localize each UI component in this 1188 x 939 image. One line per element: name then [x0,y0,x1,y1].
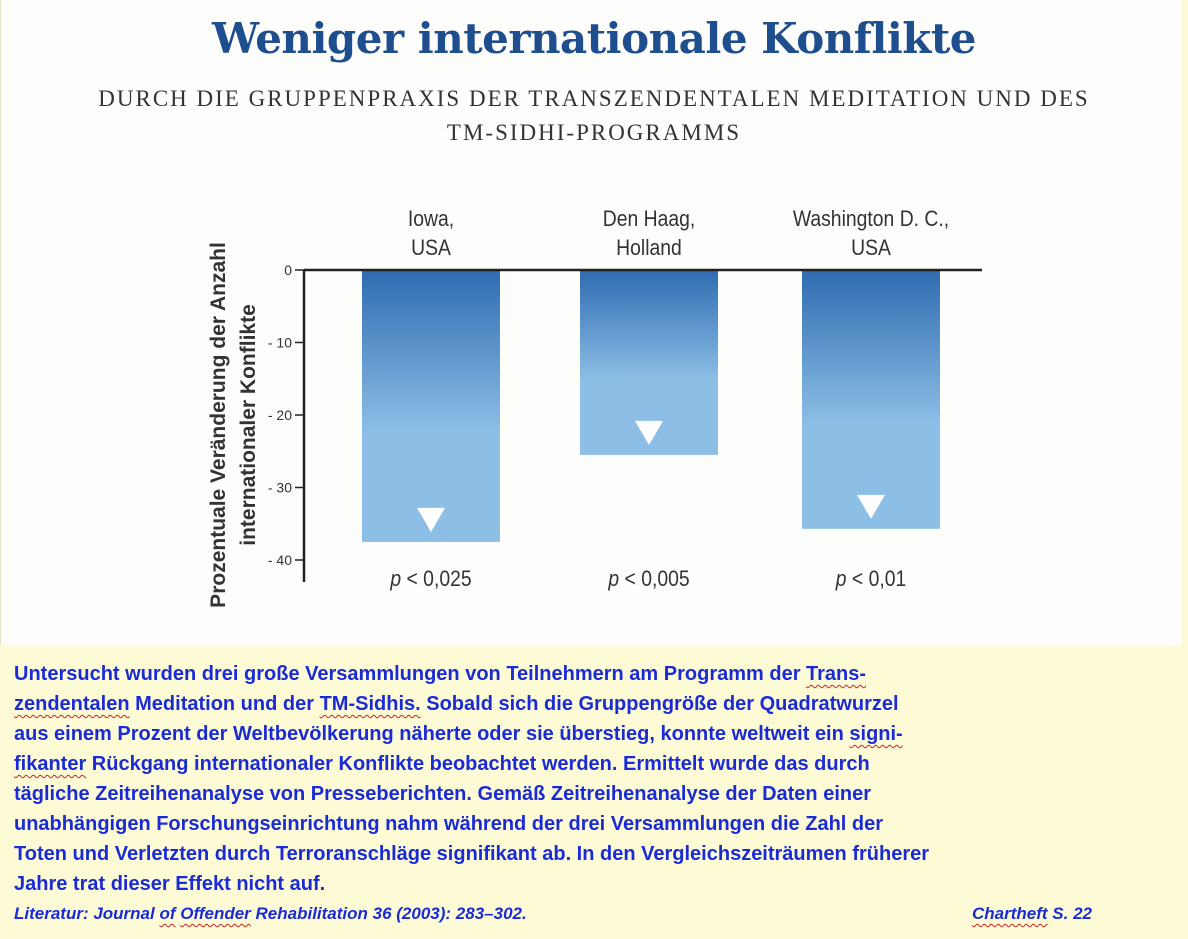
description-line: tägliche Zeitreihenanalyse von Presseber… [14,779,1182,809]
y-axis-label: internationaler Konflikte [237,304,260,546]
flagged-word: Offender [180,904,251,923]
text-segment: Meditation und der [129,693,320,715]
bar-chart: 0 - 10 - 20 - 30 - 40 Prozentuale Veränderung… [207,207,982,608]
y-tick-label: - 10 [268,335,292,351]
text-segment: tägliche Zeitreihenanalyse von Presseber… [14,783,872,805]
category-label: Washington D. C., [793,207,949,231]
category-label: Iowa, [408,207,454,231]
flagged-word: zendentalen [14,693,130,715]
chart-title: Weniger internationale Konflikte [211,14,977,63]
description-line: Toten und Verletzten durch Terroranschlä… [14,839,1182,869]
y-tick-label: - 40 [268,552,292,568]
description-line: Untersucht wurden drei große Versammlung… [14,659,1182,689]
y-axis-label: Prozentuale Veränderung der Anzahl [207,242,230,608]
category-label: Den Haag, [603,207,696,231]
chart-subtitle: DURCH DIE GRUPPENPRAXIS DER TRANSZENDENT… [0,82,1188,150]
description-line: aus einem Prozent der Weltbevölkerung nä… [14,719,1182,749]
decrease-marker [857,494,885,519]
text-segment: Rehabilitation 36 (2003): 283–302. [250,904,527,923]
text-segment: Jahre trat dieser Effekt nicht auf. [14,873,326,895]
text-segment: aus einem Prozent der Weltbevölkerung nä… [14,723,850,745]
chart-subtitle-line-2: TM-SIDHI-PROGRAMMS [446,120,742,145]
text-segment: Rückgang internationaler Konflikte beoba… [86,753,870,775]
text-segment: S. 22 [1047,904,1092,923]
category-label: Holland [616,236,682,260]
flagged-word: of [159,904,176,923]
p-value-label: p < 0,005 [607,567,689,591]
bar [802,270,940,529]
description-line: Jahre trat dieser Effekt nicht auf. [14,869,1182,899]
text-segment: unabhängigen Forschungseinrichtung nahm … [14,813,884,835]
text-segment: Toten und Verletzten durch Terroranschlä… [14,843,930,865]
flagged-word: fikanter [14,753,87,775]
source-reference: Chartheft S. 22 [972,904,1092,924]
p-value-label: p < 0,01 [835,567,906,591]
text-segment: Sobald sich die Gruppengröße der Quadrat… [420,693,899,715]
flagged-word: Chartheft [972,904,1048,923]
literature-reference: Literatur: Journal of Offender Rehabilit… [14,904,527,924]
y-tick-label: 0 [284,262,292,278]
y-tick-label: - 30 [268,480,292,496]
category-label: USA [851,236,891,260]
y-tick-label: - 20 [268,407,292,423]
description-line: unabhängigen Forschungseinrichtung nahm … [14,809,1182,839]
p-value-label: p < 0,025 [389,567,471,591]
description-line: zendentalen Meditation und der TM-Sidhis… [14,689,1182,719]
description-paragraph: Untersucht wurden drei große Versammlung… [14,659,1182,899]
category-label: USA [411,236,451,260]
flagged-word: Trans- [806,663,867,685]
flagged-word: TM-Sidhis. [319,693,421,715]
decrease-marker [417,507,445,532]
chart-subtitle-line-1: DURCH DIE GRUPPENPRAXIS DER TRANSZENDENT… [98,86,1090,111]
text-segment: Literatur: Journal [14,904,160,923]
flagged-word: signi- [849,723,903,745]
bar [362,270,500,542]
text-segment: Untersucht wurden drei große Versammlung… [14,663,807,685]
description-line: fikanter Rückgang internationaler Konfli… [14,749,1182,779]
decrease-marker [635,420,663,445]
